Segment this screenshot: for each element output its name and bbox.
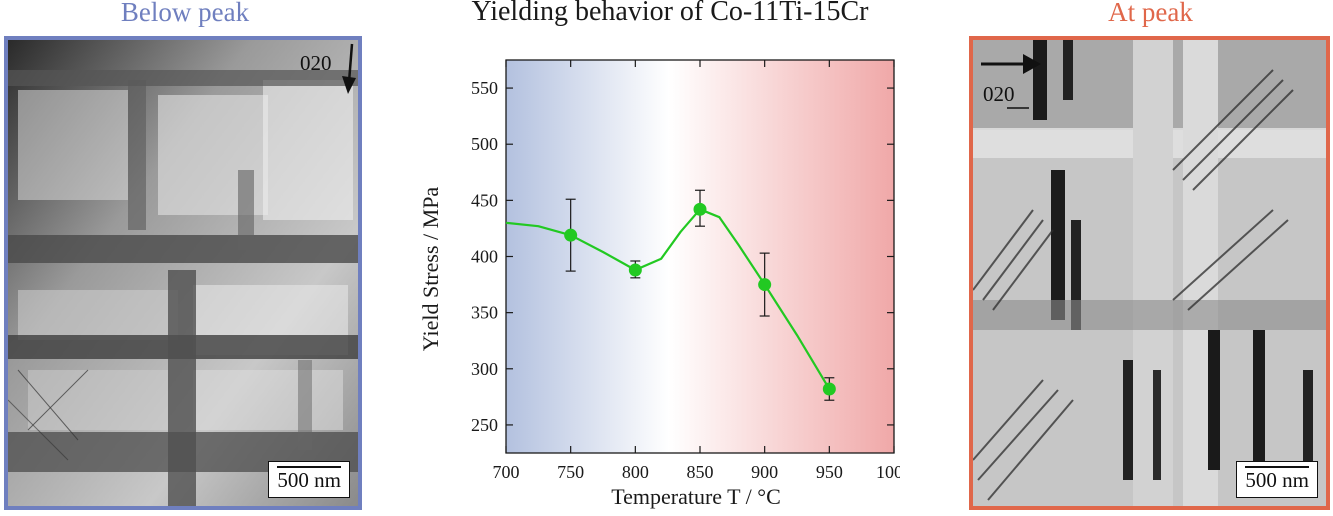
below-peak-title: Below peak <box>120 0 250 27</box>
below-peak-scale-bar-line <box>277 466 341 468</box>
y-tick-label: 550 <box>471 78 498 98</box>
below-peak-direction-arrow-icon <box>342 43 356 94</box>
y-tick-label: 300 <box>471 359 498 379</box>
data-point <box>628 263 642 277</box>
y-tick-label: 350 <box>471 303 498 323</box>
x-tick-label: 850 <box>687 462 714 482</box>
yield-stress-chart: 700 750 800 850 900 950 1000 250 300 350 400 450 500… <box>418 59 900 509</box>
at-peak-micrograph: 020 500 nm <box>969 36 1330 510</box>
x-axis-label: Temperature T / °C <box>611 484 781 509</box>
below-peak-micrograph: 020 500 nm <box>4 36 362 510</box>
x-tick-label: 900 <box>751 462 778 482</box>
below-peak-scale-bar: 500 nm <box>268 461 350 498</box>
below-peak-micrograph-image <box>8 40 358 506</box>
data-point <box>822 382 836 396</box>
x-tick-label: 950 <box>816 462 843 482</box>
plot-background <box>506 60 894 453</box>
x-tick-label: 800 <box>622 462 649 482</box>
y-tick-label: 500 <box>471 134 498 154</box>
at-peak-scale-bar: 500 nm <box>1236 461 1318 498</box>
below-peak-direction-label: 020 <box>300 51 332 75</box>
chart-title: Yielding behavior of Co-11Ti-15Cr <box>471 0 869 27</box>
x-tick-label: 750 <box>557 462 584 482</box>
y-tick-label: 250 <box>471 415 498 435</box>
data-point <box>758 278 772 292</box>
below-peak-scale-bar-label: 500 nm <box>277 468 341 492</box>
y-tick-label: 400 <box>471 247 498 267</box>
x-tick-label: 1000 <box>876 462 900 482</box>
y-axis-label: Yield Stress / MPa <box>418 187 443 352</box>
at-peak-direction-overline-icon <box>1007 107 1029 109</box>
at-peak-scale-bar-line <box>1245 466 1309 468</box>
at-peak-direction-label: 020 <box>983 82 1015 106</box>
at-peak-direction-arrow-icon <box>981 54 1041 74</box>
at-peak-scale-bar-label: 500 nm <box>1245 468 1309 492</box>
at-peak-title: At peak <box>1108 0 1193 27</box>
data-point <box>564 228 578 242</box>
y-tick-label: 450 <box>471 190 498 210</box>
at-peak-micrograph-image <box>973 40 1326 506</box>
x-tick-label: 700 <box>493 462 520 482</box>
data-point <box>693 202 707 216</box>
